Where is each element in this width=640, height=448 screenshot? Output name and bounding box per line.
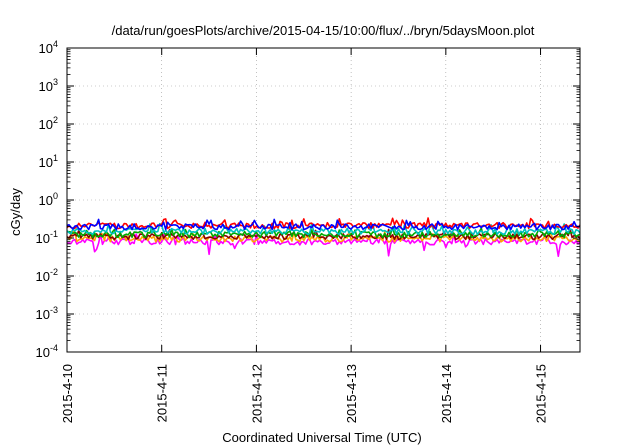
y-tick-label: 102 xyxy=(39,115,58,132)
y-tick-label: 10-1 xyxy=(36,229,58,246)
x-tick-label: 2015-4-12 xyxy=(249,364,264,423)
y-tick-label: 104 xyxy=(39,39,58,56)
x-axis-label: Coordinated Universal Time (UTC) xyxy=(222,430,421,445)
chart-title: /data/run/goesPlots/archive/2015-04-15/1… xyxy=(112,23,535,38)
grid xyxy=(67,48,580,352)
y-tick-label: 101 xyxy=(39,153,58,170)
series-layer xyxy=(66,217,581,258)
x-tick-label: 2015-4-13 xyxy=(344,364,359,423)
y-tick-label: 10-4 xyxy=(36,343,58,360)
y-tick-label: 103 xyxy=(39,77,58,94)
y-tick-label: 10-3 xyxy=(36,305,58,322)
axes xyxy=(66,47,581,353)
x-tick-label: 2015-4-14 xyxy=(439,364,454,423)
series-line xyxy=(66,218,581,231)
x-tick-label: 2015-4-10 xyxy=(60,364,75,423)
y-tick-labels: 10-4 10-3 10-2 10-1 100 101 102 103 104 xyxy=(36,39,58,360)
y-axis-label: cGy/day xyxy=(8,188,23,236)
series-line xyxy=(66,233,581,258)
series-line xyxy=(66,217,581,230)
x-tick-labels: 2015-4-10 2015-4-11 2015-4-12 2015-4-13 2015… xyxy=(60,364,549,423)
y-tick-label: 100 xyxy=(39,191,58,208)
plot-frame xyxy=(66,47,581,353)
series-line xyxy=(66,222,581,236)
x-tick-label: 2015-4-15 xyxy=(534,364,549,423)
series-line xyxy=(67,226,581,239)
x-tick-label: 2015-4-11 xyxy=(155,364,170,422)
y-tick-label: 10-2 xyxy=(36,267,58,284)
